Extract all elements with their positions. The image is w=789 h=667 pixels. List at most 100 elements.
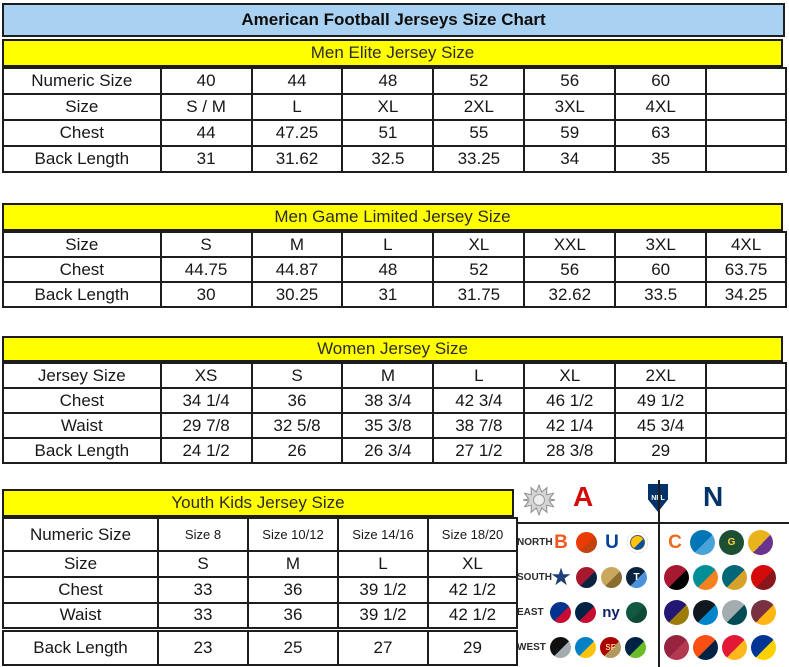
size-value-cell: 42 1/2	[427, 576, 518, 604]
chargers-bolt-logo	[575, 637, 596, 658]
size-value-cell: 29	[614, 437, 708, 464]
division-label: WEST	[517, 642, 546, 653]
nfc-team-logos	[664, 600, 776, 625]
cardinals-logo	[664, 635, 689, 660]
size-value-cell: 31.62	[250, 145, 344, 173]
panthers-logo	[693, 600, 718, 625]
colts-horseshoe-logo: U	[605, 532, 619, 553]
size-value-cell: 33	[157, 576, 249, 604]
section-header-women: Women Jersey Size	[2, 336, 783, 362]
afc-team-logos: ny	[550, 602, 654, 623]
size-value-cell: 52	[432, 256, 526, 283]
dolphins-logo	[693, 565, 718, 590]
size-value-cell: 25	[247, 626, 339, 666]
size-value-cell: 44	[159, 119, 253, 147]
size-value-cell: 47.25	[250, 119, 344, 147]
size-value-cell: 39 1/2	[337, 576, 429, 604]
size-value-cell: 34.25	[705, 281, 787, 308]
row-label-cell: Chest	[2, 576, 159, 604]
afc-logo: A	[573, 481, 593, 512]
size-table-row: Waist 29 7/8 32 5/8 35 3/8 38 7/8 42 1/4 45 3/…	[2, 412, 787, 439]
row-label-cell: Back Length	[2, 145, 162, 173]
nfc-team-logos	[664, 565, 776, 590]
size-table-row: Back Length 30 30.25 31 31.75 32.62 33.5 34.25	[2, 281, 787, 308]
size-value-cell: 52	[432, 67, 526, 95]
section-header-men-game-limited: Men Game Limited Jersey Size	[2, 203, 783, 231]
vikings-horn-logo	[748, 530, 773, 555]
size-value-cell: 60	[614, 67, 708, 95]
row-label-cell: Size	[2, 231, 162, 258]
size-value-cell: S / M	[159, 93, 253, 121]
size-table-row: Back Length 31 31.62 32.5 33.25 34 35	[2, 145, 787, 173]
men-game-limited-size-table: Size S M L XL XXL 3XL 4XL Chest 44.75 44.87 48 52 56 6…	[2, 231, 787, 308]
size-value-cell: 33.25	[432, 145, 526, 173]
size-value-cell: 35 3/8	[341, 412, 435, 439]
row-label-cell: Back Length	[2, 626, 159, 666]
size-value-cell: 34 1/4	[159, 387, 253, 414]
size-value-cell: 31.75	[432, 281, 526, 308]
size-value-cell: 63.75	[705, 256, 787, 283]
eagles-logo	[722, 600, 747, 625]
size-value-cell: 28 3/8	[523, 437, 617, 464]
size-table-row: Numeric Size Size 8 Size 10/12 Size 14/16 Si…	[2, 517, 518, 552]
division-row: SOUTH ★ T	[517, 560, 789, 595]
size-table-row: Chest 33 36 39 1/2 42 1/2	[2, 576, 518, 604]
size-value-cell: 36	[247, 576, 339, 604]
size-value-cell: Size 14/16	[337, 517, 429, 552]
size-value-cell: 31	[159, 145, 253, 173]
broncos-logo	[693, 635, 718, 660]
texans-logo	[576, 567, 597, 588]
division-label: NORTH	[517, 537, 553, 548]
size-value-cell: Size 8	[157, 517, 249, 552]
size-value-cell	[705, 145, 787, 173]
size-value-cell: 33	[157, 602, 249, 630]
row-label-cell: Back Length	[2, 437, 162, 464]
size-value-cell: 2XL	[614, 362, 708, 389]
size-value-cell: L	[250, 93, 344, 121]
browns-helmet-logo	[576, 532, 597, 553]
seahawks-logo	[625, 637, 646, 658]
logos-horizontal-divider	[517, 522, 789, 524]
buccaneers-flag-logo	[751, 565, 776, 590]
size-value-cell: XL	[432, 231, 526, 258]
size-value-cell: 42 1/4	[523, 412, 617, 439]
size-value-cell: 29	[427, 626, 518, 666]
afc-team-logos: ★ T	[550, 567, 654, 588]
row-label-cell: Jersey Size	[2, 362, 162, 389]
size-value-cell: 30	[159, 281, 253, 308]
jets-logo	[626, 602, 647, 623]
size-value-cell: 42 3/4	[432, 387, 526, 414]
falcons-logo	[664, 565, 689, 590]
nfc-team-logos	[664, 635, 776, 660]
size-value-cell: 35	[614, 145, 708, 173]
afc-team-logos: SF	[550, 637, 654, 658]
size-table-row: Size S M L XL	[2, 550, 518, 578]
size-value-cell: 56	[523, 256, 617, 283]
size-value-cell: 44.87	[250, 256, 344, 283]
size-value-cell	[705, 412, 787, 439]
size-value-cell: M	[247, 550, 339, 578]
size-value-cell: 3XL	[614, 231, 708, 258]
patriots-logo	[575, 602, 596, 623]
size-table-row: Chest 34 1/4 36 38 3/4 42 3/4 46 1/2 49 1/2	[2, 387, 787, 414]
size-value-cell: 32 5/8	[250, 412, 344, 439]
size-value-cell: 56	[523, 67, 617, 95]
redskins-logo	[751, 600, 776, 625]
size-value-cell: 42 1/2	[427, 602, 518, 630]
size-value-cell: 44.75	[159, 256, 253, 283]
size-value-cell: 34	[523, 145, 617, 173]
women-size-table: Jersey Size XS S M L XL 2XL Chest 34 1/4 36 38 3/4…	[2, 362, 787, 464]
size-value-cell: 60	[614, 256, 708, 283]
youth-kids-size-table: Numeric Size Size 8 Size 10/12 Size 14/16 Si…	[2, 517, 518, 666]
size-value-cell: 33.5	[614, 281, 708, 308]
size-value-cell	[705, 387, 787, 414]
bengals-logo: B	[554, 532, 568, 553]
size-value-cell: 23	[157, 626, 249, 666]
giants-ny-logo: ny	[602, 604, 620, 621]
steelers-logo	[627, 532, 648, 553]
size-value-cell: 32.5	[341, 145, 435, 173]
size-value-cell: 38 3/4	[341, 387, 435, 414]
division-row: NORTH B U C G	[517, 525, 789, 560]
